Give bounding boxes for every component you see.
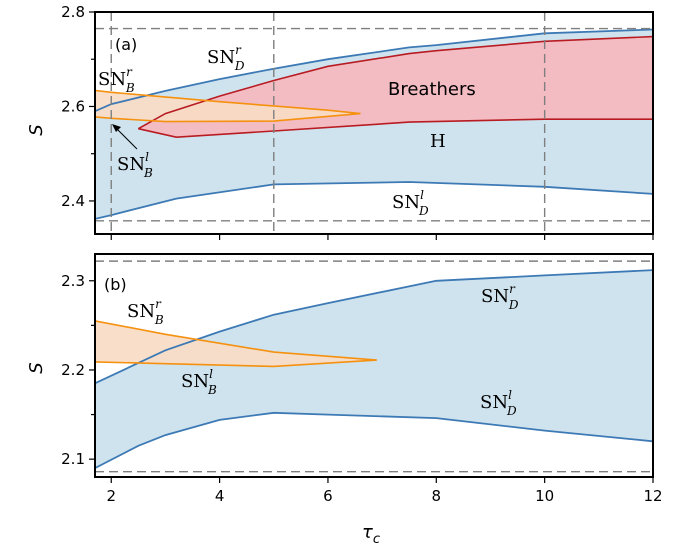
x-tick-label-3: 8	[432, 487, 442, 505]
label-sn-b-l-a: SNl B	[117, 150, 153, 180]
sn-b-r-curve-b	[95, 320, 377, 361]
label-sn-b-r-a: SNr B	[98, 65, 135, 95]
hopf-curve	[138, 118, 653, 139]
label-sn-d-r-a: SNr D	[207, 43, 245, 73]
sn-d-r-curve-a	[95, 28, 653, 113]
y-tick-label-b-0: 2.1	[61, 450, 85, 468]
sn-b-r-curve-a	[95, 89, 361, 115]
label-sn-d-l-b: SNl D	[480, 388, 517, 418]
x-tick-label-0: 2	[106, 487, 116, 505]
y-axis-label-a: S	[26, 124, 47, 135]
label-h: H	[430, 131, 446, 152]
panel-a-frame	[94, 11, 654, 235]
label-sn-d-r-b: SNr D	[481, 282, 519, 312]
y-tick-label-a-0: 2.4	[61, 192, 85, 210]
sn-b-l-curve-b	[95, 359, 377, 368]
sn-d-r-curve-b	[95, 269, 653, 385]
x-axis-label: τc	[362, 522, 380, 547]
arrow-sn-b-l	[112, 124, 138, 150]
sn-b-region-a	[95, 90, 361, 122]
y-tick-label-b-2: 2.2	[61, 361, 85, 379]
panel-a-tag: (a)	[115, 35, 137, 54]
label-sn-d-l-a: SNl D	[392, 188, 429, 218]
label-breathers: Breathers	[388, 79, 476, 100]
panel-b-tag: (b)	[104, 275, 127, 294]
sn-b-l-curve-a	[95, 112, 361, 123]
y-axis-label-b: S	[26, 362, 47, 373]
x-tick-label-2: 6	[323, 487, 333, 505]
x-tick-label-4: 10	[535, 487, 554, 505]
y-tick-label-a-4: 2.8	[61, 3, 85, 21]
panel-a: 2.4 2.6 2.8 (a) SNr D SNr B Breathers H SNl B…	[61, 3, 654, 240]
label-sn-b-l-b: SNl B	[181, 367, 217, 397]
x-tick-label-1: 4	[215, 487, 225, 505]
y-tick-label-a-2: 2.6	[61, 97, 85, 115]
y-tick-label-b-4: 2.3	[61, 272, 85, 290]
panel-b: 2.1 2.2 2.3 2 4 6 8 10 12 (b) SNr B SNr D SNl B SN…	[61, 253, 663, 505]
breathers-upper-curve	[137, 35, 653, 130]
x-tick-label-5: 12	[643, 487, 662, 505]
sn-d-region-b	[95, 270, 653, 469]
label-sn-b-r-b: SNr B	[127, 297, 164, 327]
panel-b-frame	[94, 253, 654, 478]
sn-d-l-curve-b	[95, 411, 653, 469]
